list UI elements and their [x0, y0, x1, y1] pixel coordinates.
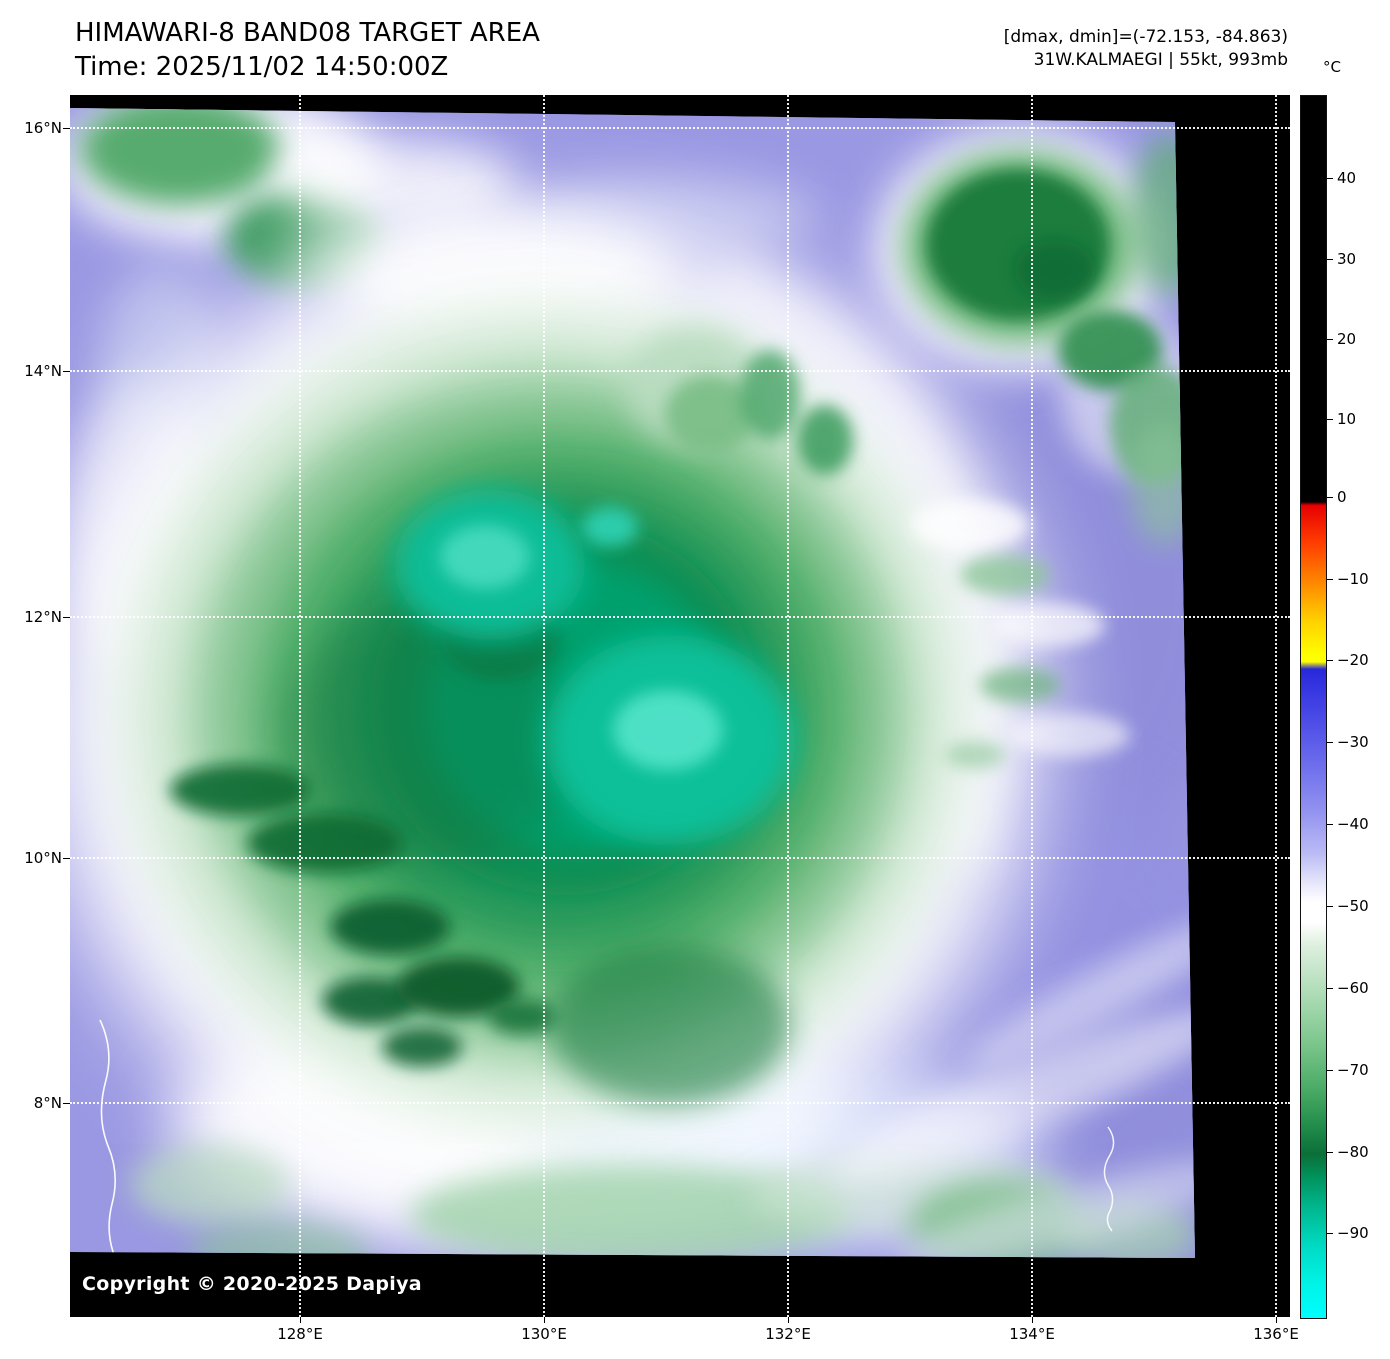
gridline-lon-134e: [1031, 95, 1033, 1317]
gridline-lon-132e: [787, 95, 789, 1317]
ytick-label-8n: 8°N: [33, 1094, 62, 1112]
colorbar-label-n90: −90: [1337, 1224, 1369, 1242]
colorbar: [1300, 95, 1327, 1319]
colorbar-label-n80: −80: [1337, 1143, 1369, 1161]
gridline-lat-14n: [70, 370, 1290, 372]
coastline-island-southeast: [1103, 1126, 1115, 1232]
ytick-label-12n: 12°N: [24, 608, 62, 626]
map-plot: Copyright © 2020-2025 Dapiya: [70, 95, 1290, 1317]
ytick-label-10n: 10°N: [24, 849, 62, 867]
xtick-label-132e: 132°E: [765, 1325, 811, 1343]
gridline-lat-8n: [70, 1102, 1290, 1104]
xtick-label-128e: 128°E: [277, 1325, 323, 1343]
colorbar-tick-mark: [1327, 1152, 1333, 1153]
colorbar-label-30: 30: [1337, 250, 1357, 268]
colorbar-tick-mark: [1327, 660, 1333, 661]
colorbar-label-n50: −50: [1337, 897, 1369, 915]
colorbar-label-n30: −30: [1337, 733, 1369, 751]
colorbar-label-n20: −20: [1337, 651, 1369, 669]
header-left: HIMAWARI-8 BAND08 TARGET AREA Time: 2025…: [75, 16, 540, 84]
ytick-mark: [63, 371, 70, 372]
xtick-mark: [1276, 1317, 1277, 1323]
ytick-label-16n: 16°N: [24, 119, 62, 137]
colorbar-tick-mark: [1327, 497, 1333, 498]
gridline-lat-12n: [70, 616, 1290, 618]
colorbar-tick-mark: [1327, 824, 1333, 825]
colorbar-label-n10: −10: [1337, 570, 1369, 588]
colorbar-tick-mark: [1327, 1070, 1333, 1071]
figure-time: Time: 2025/11/02 14:50:00Z: [75, 52, 449, 82]
colorbar-label-10: 10: [1337, 410, 1357, 428]
xtick-mark: [788, 1317, 789, 1323]
colorbar-tick-mark: [1327, 339, 1333, 340]
xtick-label-130e: 130°E: [521, 1325, 567, 1343]
ytick-mark: [63, 1103, 70, 1104]
xtick-label-134e: 134°E: [1009, 1325, 1055, 1343]
ytick-mark: [63, 128, 70, 129]
coastline-southwest: [99, 1019, 125, 1258]
colorbar-tick-mark: [1327, 742, 1333, 743]
colorbar-tick-mark: [1327, 579, 1333, 580]
colorbar-tick-mark: [1327, 178, 1333, 179]
ytick-label-14n: 14°N: [24, 362, 62, 380]
copyright-text: Copyright © 2020-2025 Dapiya: [82, 1273, 422, 1295]
storm-info: 31W.KALMAEGI | 55kt, 993mb: [1033, 50, 1288, 70]
colorbar-tick-mark: [1327, 906, 1333, 907]
colorbar-unit: °C: [1323, 58, 1341, 76]
ytick-mark: [63, 617, 70, 618]
ytick-mark: [63, 858, 70, 859]
xtick-mark: [1032, 1317, 1033, 1323]
gridline-lon-130e: [543, 95, 545, 1317]
colorbar-label-n60: −60: [1337, 979, 1369, 997]
xtick-mark: [300, 1317, 301, 1323]
header-right: [dmax, dmin]=(-72.153, -84.863) 31W.KALM…: [1004, 26, 1288, 72]
colorbar-tick-mark: [1327, 419, 1333, 420]
colorbar-tick-mark: [1327, 988, 1333, 989]
colorbar-label-20: 20: [1337, 330, 1357, 348]
colorbar-label-0: 0: [1337, 488, 1347, 506]
gridline-lon-128e: [299, 95, 301, 1317]
xtick-mark: [544, 1317, 545, 1323]
cloud-render: [70, 108, 1195, 1258]
gridline-lon-136e: [1275, 95, 1277, 1317]
colorbar-label-n40: −40: [1337, 815, 1369, 833]
xtick-label-136e: 136°E: [1253, 1325, 1299, 1343]
colorbar-tick-mark: [1327, 259, 1333, 260]
figure-title: HIMAWARI-8 BAND08 TARGET AREA: [75, 18, 540, 48]
typhoon-main-mass: [70, 225, 1050, 1245]
dmax-dmin-readout: [dmax, dmin]=(-72.153, -84.863): [1003, 27, 1288, 47]
colorbar-tick-mark: [1327, 1233, 1333, 1234]
colorbar-label-40: 40: [1337, 169, 1357, 187]
satellite-image: [70, 108, 1195, 1258]
gridline-lat-16n: [70, 127, 1290, 129]
colorbar-label-n70: −70: [1337, 1061, 1369, 1079]
gridline-lat-10n: [70, 857, 1290, 859]
